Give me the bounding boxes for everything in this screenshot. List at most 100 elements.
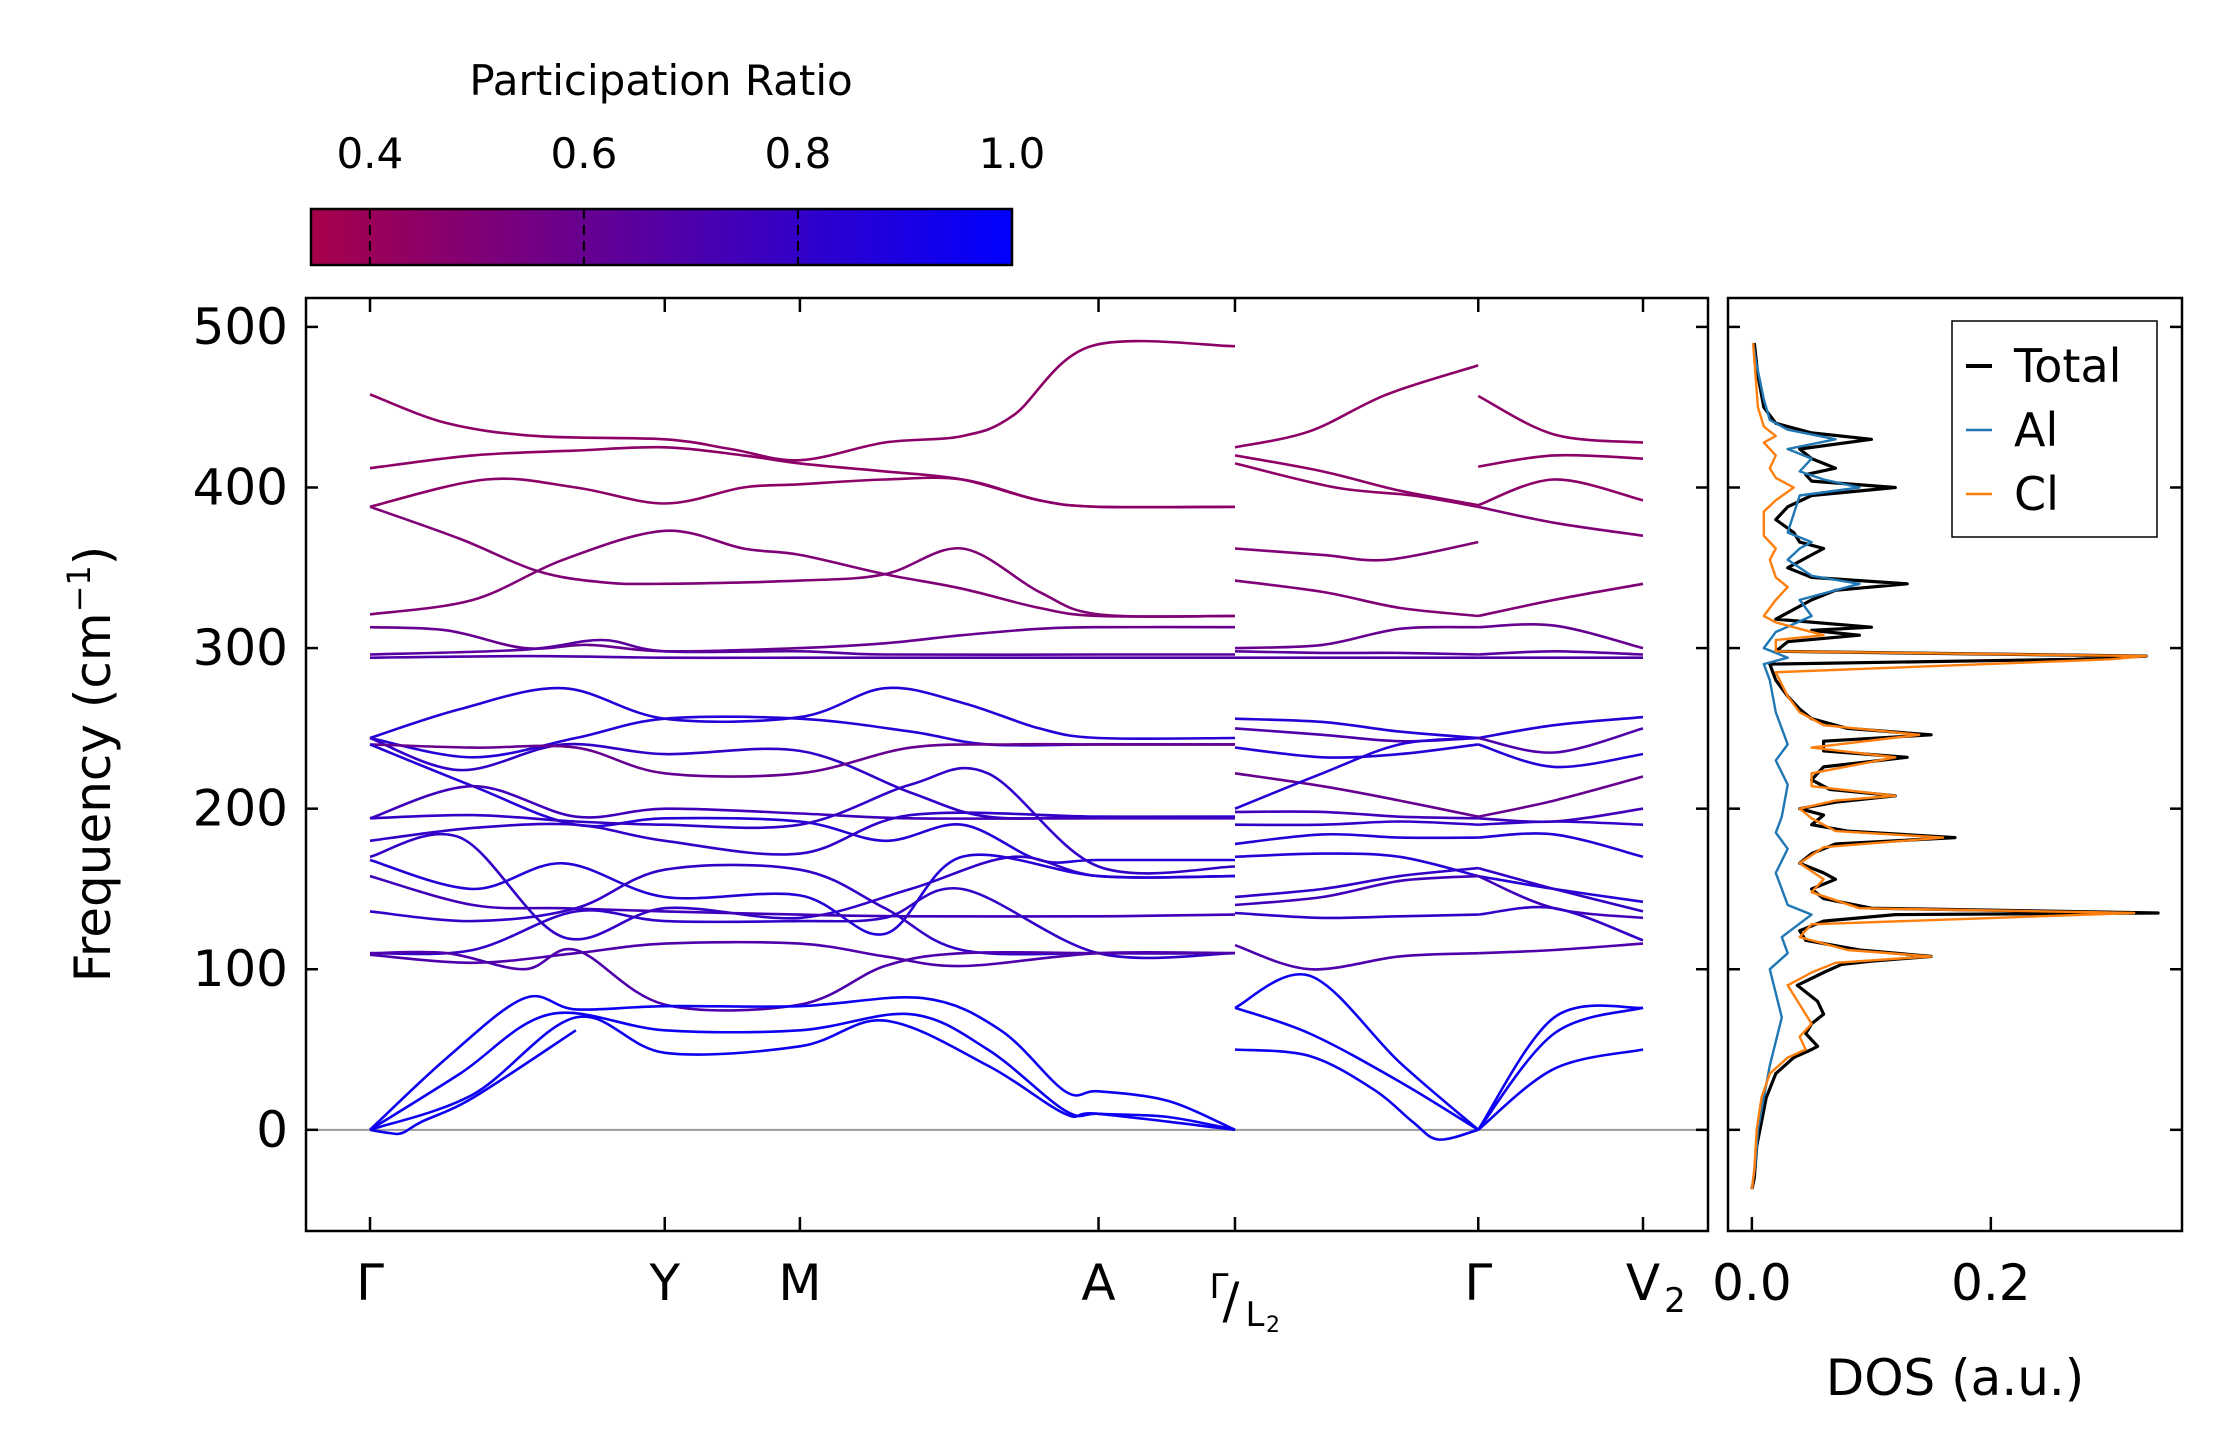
- dos-x-tick-label: 0.0: [1712, 1254, 1792, 1312]
- phonon-band: [1234, 852, 1479, 878]
- phonon-band: [369, 742, 1235, 778]
- phonon-band: [1234, 462, 1479, 509]
- phonon-band: [1478, 832, 1644, 859]
- colorbar: Participation Ratio 0.4 0.6 0.8 1.0: [309, 56, 1045, 267]
- phonon-band: [1234, 625, 1479, 650]
- k-label: Γ: [1464, 1254, 1492, 1312]
- dos-x-tick-label: 0.2: [1951, 1254, 2031, 1312]
- phonon-band: [1234, 832, 1479, 846]
- phonon-band: [369, 886, 1236, 960]
- y-axis-ticks: 0 100 200 300 400 500: [193, 298, 1708, 1159]
- phonon-band: [1234, 736, 1479, 810]
- legend-label: Al: [2014, 403, 2058, 457]
- y-axis-label: Frequency (cm−1): [60, 546, 122, 983]
- k-label-slash: /: [1223, 1272, 1240, 1330]
- phonon-band: [1234, 1006, 1479, 1131]
- phonon-band: [1234, 454, 1479, 507]
- y-tick-label: 300: [193, 619, 288, 677]
- phonon-band: [1477, 394, 1644, 444]
- phonon-band: [369, 476, 1236, 509]
- colorbar-gradient: [309, 207, 1014, 267]
- k-label: A: [1081, 1254, 1115, 1312]
- phonon-band: [369, 445, 1236, 509]
- phonon-band: [1234, 1048, 1479, 1141]
- phonon-band: [369, 638, 1235, 657]
- y-tick-label: 200: [193, 780, 288, 838]
- phonon-band: [1234, 810, 1479, 820]
- phonon-band: [1477, 715, 1644, 740]
- phonon-band: [369, 784, 1235, 820]
- k-label-sub: 2: [1266, 1313, 1280, 1338]
- dos-line-al: [1750, 342, 1861, 1190]
- phonon-band: [369, 505, 1236, 618]
- phonon-band: [1477, 775, 1644, 818]
- phonon-band: [1234, 911, 1479, 920]
- k-label: Y: [648, 1254, 680, 1312]
- colorbar-tick-label: 1.0: [979, 129, 1046, 178]
- phonon-band: [1478, 623, 1644, 650]
- phonon-band: [1234, 364, 1479, 449]
- phonon-band: [369, 1011, 1236, 1132]
- band-axes-frame: [304, 296, 1710, 1233]
- phonon-band: [369, 339, 1236, 462]
- dos-line-cl: [1750, 342, 2148, 1190]
- phonon-band: [369, 832, 1236, 941]
- phonon-band: [369, 1015, 1236, 1132]
- k-label-sub: 2: [1664, 1281, 1686, 1321]
- phonon-band: [369, 874, 1236, 918]
- k-label: M: [778, 1254, 821, 1312]
- phonon-band: [1477, 1004, 1644, 1131]
- phonon-band: [1477, 582, 1644, 618]
- legend-label: Total: [2013, 339, 2121, 393]
- k-label: V: [1626, 1254, 1660, 1312]
- k-point-ticks: Γ Y M A Γ/L 2Γ V 2: [356, 298, 1686, 1338]
- legend: Total Al Cl: [1951, 320, 2158, 538]
- y-axis-label-tail: ): [64, 546, 122, 566]
- phonon-band: [1477, 1006, 1644, 1131]
- k-label: Γ: [1209, 1267, 1228, 1307]
- phonon-band: [369, 686, 1236, 741]
- dos-lines: [1750, 342, 2160, 1190]
- band-lines: [369, 339, 1644, 1141]
- colorbar-tick-label: 0.8: [765, 129, 832, 178]
- legend-label: Cl: [2014, 467, 2059, 521]
- y-tick-label: 100: [193, 940, 288, 998]
- dos-plot: 0.0 0.2 DOS (a.u.) Total Al Cl: [1712, 296, 2184, 1407]
- phonon-band: [369, 853, 1236, 936]
- phonon-band: [369, 1029, 577, 1136]
- phonon-band: [1234, 972, 1480, 1131]
- phonon-band: [1234, 772, 1479, 818]
- k-label: L: [1245, 1295, 1264, 1335]
- phonon-band: [369, 654, 1235, 660]
- phonon-band: [369, 743, 1235, 864]
- phonon-band: [1234, 943, 1479, 971]
- phonon-band: [1234, 717, 1479, 740]
- phonon-band: [369, 529, 1236, 618]
- y-tick-label: 0: [256, 1101, 288, 1159]
- phonon-band: [1478, 942, 1644, 955]
- phonon-band: [1477, 505, 1644, 537]
- phonon-band: [1478, 820, 1644, 826]
- dos-x-label: DOS (a.u.): [1826, 1349, 2085, 1407]
- dos-axes-frame: [1726, 296, 2184, 1233]
- colorbar-ticks: 0.4 0.6 0.8 1.0: [336, 129, 1045, 265]
- phonon-band: [1478, 649, 1644, 656]
- phonon-band: [369, 947, 1235, 1012]
- phonon-band: [369, 811, 1236, 856]
- y-tick-label: 400: [193, 458, 288, 516]
- phonon-band: [1478, 905, 1644, 942]
- phonon-band: [369, 940, 1236, 968]
- phonon-band: [1234, 650, 1479, 656]
- phonon-band: [1477, 478, 1644, 507]
- phonon-band: [1234, 874, 1479, 907]
- phonon-band: [369, 736, 1235, 820]
- y-axis-label-main: Frequency (cm: [64, 612, 122, 982]
- phonon-band: [1477, 866, 1644, 913]
- phonon-band: [369, 994, 1236, 1131]
- phonon-band: [369, 625, 1236, 653]
- phonon-band: [1234, 743, 1479, 759]
- y-axis-label-sup: −1: [60, 565, 98, 612]
- phonon-band: [1477, 1048, 1644, 1131]
